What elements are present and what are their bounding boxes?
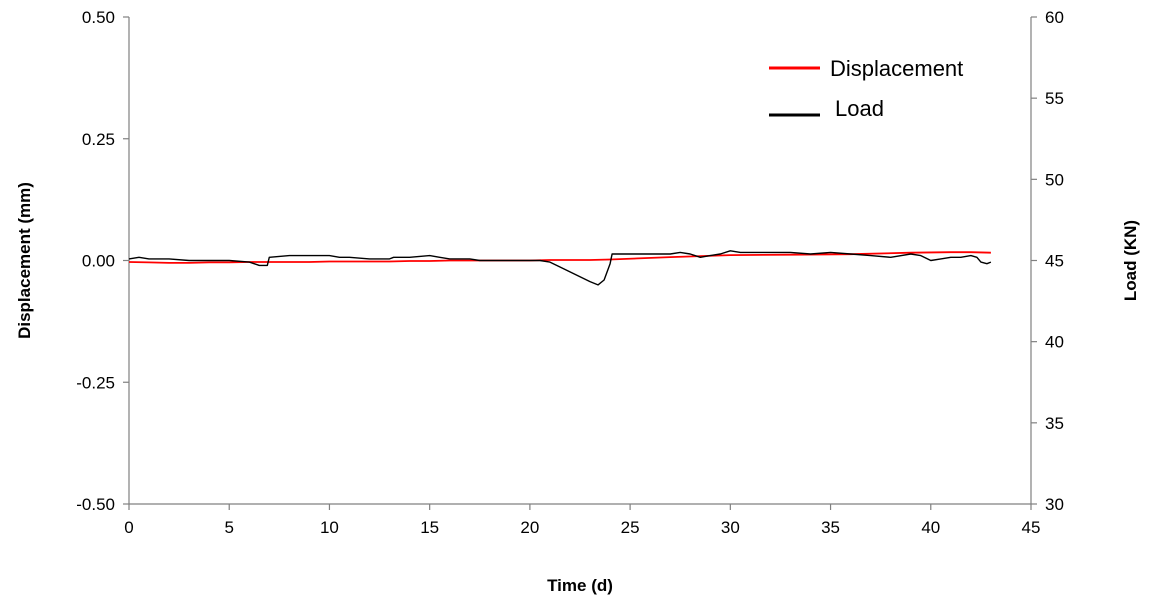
y-tick-label: -0.50	[76, 495, 115, 514]
y2-tick-label: 45	[1045, 252, 1064, 271]
y2-tick-label: 60	[1045, 8, 1064, 27]
x-tick-label: 15	[420, 518, 439, 537]
y-tick-label: -0.25	[76, 373, 115, 392]
axes-group: 0 5 10 15 20 25 30 35 40 45 -0.50 -0.25 0.00 0.25 0.50…	[76, 8, 1064, 537]
x-tick-label: 35	[821, 518, 840, 537]
legend-label-displacement: Displacement	[830, 56, 963, 81]
x-tick-label: 30	[721, 518, 740, 537]
series-line-displacement	[128, 251, 991, 264]
x-tick-label: 45	[1022, 518, 1041, 537]
legend: Displacement Load	[769, 56, 963, 121]
y-tick-label: 0.50	[82, 8, 115, 27]
x-tick-label: 5	[224, 518, 233, 537]
x-axis-title: Time (d)	[547, 576, 613, 595]
x-tick-label: 0	[124, 518, 133, 537]
series-line-load	[128, 250, 992, 286]
y2-tick-label: 55	[1045, 89, 1064, 108]
y-tick-label: 0.25	[82, 130, 115, 149]
y-tick-label: 0.00	[82, 252, 115, 271]
y2-tick-label: 30	[1045, 495, 1064, 514]
x-tick-label: 10	[320, 518, 339, 537]
x-tick-label: 40	[921, 518, 940, 537]
y-axis-title: Displacement (mm)	[15, 182, 34, 339]
x-tick-label: 25	[621, 518, 640, 537]
y2-tick-label: 50	[1045, 170, 1064, 189]
y2-axis-title: Load (KN)	[1121, 220, 1140, 301]
series-group	[128, 250, 992, 286]
x-tick-label: 20	[520, 518, 539, 537]
y2-tick-label: 35	[1045, 414, 1064, 433]
legend-label-load: Load	[835, 96, 884, 121]
y2-tick-label: 40	[1045, 333, 1064, 352]
